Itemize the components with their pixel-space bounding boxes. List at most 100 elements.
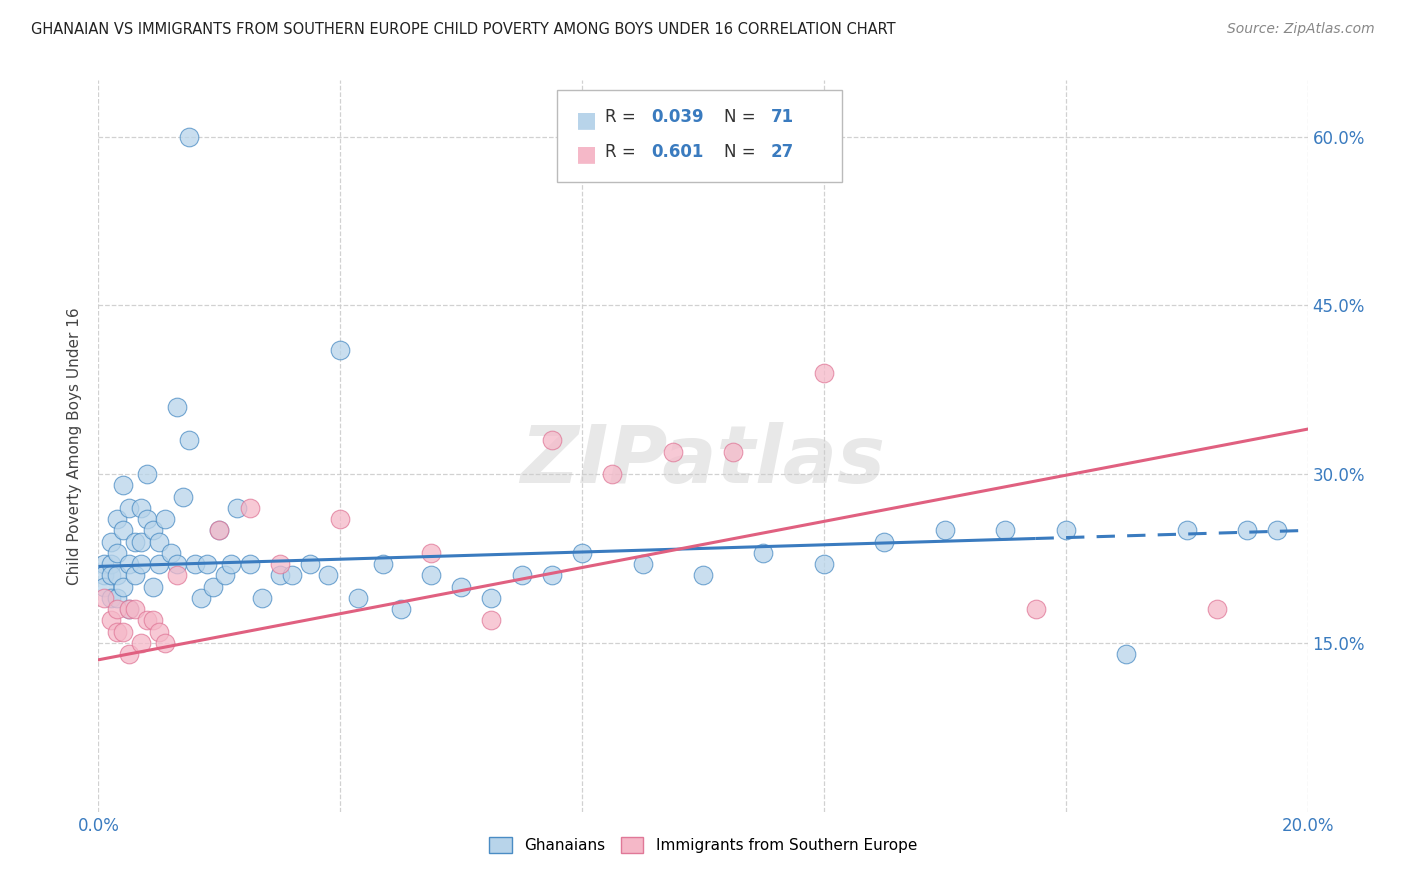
Point [540, 434, 562, 448]
Text: N =: N = [724, 108, 761, 126]
Point [450, 580, 472, 594]
Point [160, 546, 183, 560]
Point [105, 602, 128, 616]
Point [661, 444, 683, 458]
Point [752, 546, 775, 560]
Point [1054, 524, 1077, 538]
Point [111, 524, 134, 538]
Point [105, 546, 128, 560]
Point [510, 568, 533, 582]
Point [93, 580, 115, 594]
Point [166, 557, 188, 571]
Point [208, 524, 231, 538]
Point [118, 602, 141, 616]
Point [93, 568, 115, 582]
Point [571, 546, 593, 560]
Text: 0.601: 0.601 [651, 143, 703, 161]
Point [269, 568, 291, 582]
Point [631, 557, 654, 571]
Point [172, 490, 194, 504]
Point [148, 534, 170, 549]
Point [195, 557, 218, 571]
Point [281, 568, 304, 582]
Point [299, 557, 322, 571]
Point [179, 129, 201, 144]
Point [994, 524, 1017, 538]
Text: ■: ■ [576, 145, 598, 164]
Point [208, 524, 231, 538]
Text: Source: ZipAtlas.com: Source: ZipAtlas.com [1227, 22, 1375, 37]
Point [118, 557, 141, 571]
Point [100, 568, 122, 582]
Text: 71: 71 [770, 108, 793, 126]
Point [214, 568, 236, 582]
Point [148, 624, 170, 639]
Point [129, 636, 152, 650]
Point [111, 580, 134, 594]
Point [226, 500, 249, 515]
Point [1175, 524, 1198, 538]
Point [269, 557, 291, 571]
Point [124, 534, 146, 549]
Point [124, 568, 146, 582]
Point [105, 568, 128, 582]
Point [148, 557, 170, 571]
Text: 27: 27 [770, 143, 794, 161]
Point [813, 557, 835, 571]
Point [135, 614, 157, 628]
Point [142, 614, 165, 628]
Text: R =: R = [605, 143, 641, 161]
Point [135, 467, 157, 482]
Point [142, 580, 165, 594]
Point [1115, 647, 1137, 661]
Point [1236, 524, 1258, 538]
Point [105, 591, 128, 605]
Point [100, 614, 122, 628]
Point [166, 568, 188, 582]
Point [190, 591, 212, 605]
Point [389, 602, 412, 616]
Point [166, 400, 188, 414]
Text: 0.039: 0.039 [651, 108, 703, 126]
Point [111, 478, 134, 492]
Point [124, 602, 146, 616]
Point [873, 534, 896, 549]
Point [184, 557, 207, 571]
Point [239, 557, 262, 571]
Point [100, 534, 122, 549]
Point [420, 546, 443, 560]
Point [1267, 524, 1289, 538]
Point [540, 568, 562, 582]
Point [934, 524, 956, 538]
Point [202, 580, 225, 594]
Point [481, 591, 503, 605]
Text: GHANAIAN VS IMMIGRANTS FROM SOUTHERN EUROPE CHILD POVERTY AMONG BOYS UNDER 16 CO: GHANAIAN VS IMMIGRANTS FROM SOUTHERN EUR… [31, 22, 896, 37]
Point [118, 602, 141, 616]
Point [93, 591, 115, 605]
Point [105, 512, 128, 526]
Point [602, 467, 624, 482]
Point [179, 434, 201, 448]
Point [1206, 602, 1229, 616]
Text: ■: ■ [576, 110, 598, 129]
Point [118, 500, 141, 515]
Point [135, 512, 157, 526]
Point [221, 557, 243, 571]
Point [420, 568, 443, 582]
Text: R =: R = [605, 108, 641, 126]
Point [153, 636, 176, 650]
Point [111, 624, 134, 639]
Point [118, 647, 141, 661]
Point [250, 591, 273, 605]
Point [371, 557, 394, 571]
Point [347, 591, 370, 605]
Point [692, 568, 714, 582]
Point [153, 512, 176, 526]
Legend: Ghanaians, Immigrants from Southern Europe: Ghanaians, Immigrants from Southern Euro… [482, 830, 924, 859]
Point [723, 444, 745, 458]
Text: ZIPatlas: ZIPatlas [520, 422, 886, 500]
Point [93, 557, 115, 571]
Point [105, 624, 128, 639]
Point [316, 568, 339, 582]
Point [1024, 602, 1046, 616]
